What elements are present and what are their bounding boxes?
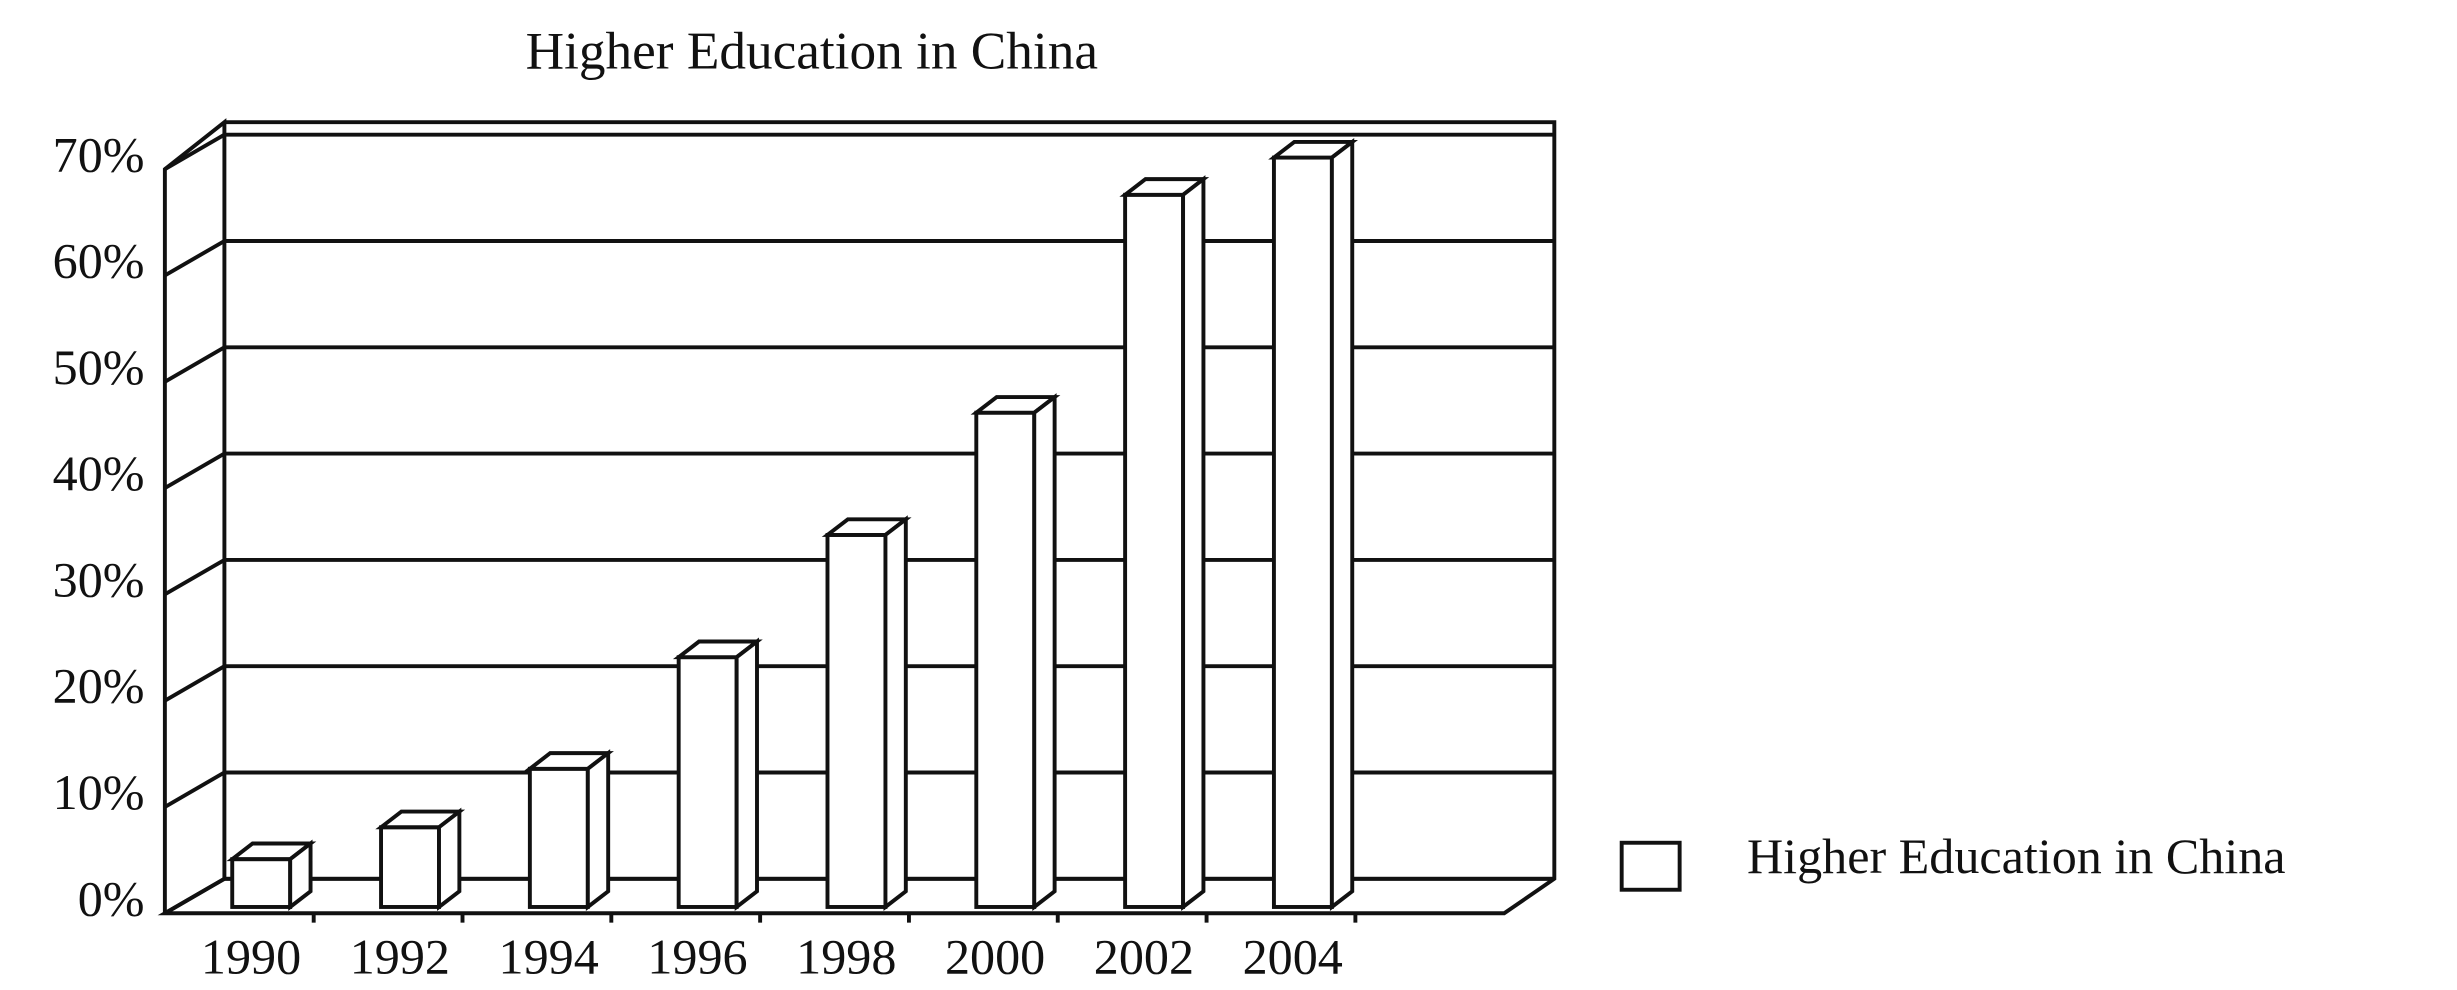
- bar-front: [676, 655, 739, 909]
- x-tick-label: 1992: [350, 928, 450, 984]
- bar-side: [734, 637, 759, 911]
- x-tick-label: 2000: [945, 928, 1045, 984]
- y-tick-label: 50%: [53, 339, 145, 395]
- bar-front: [379, 825, 441, 909]
- x-tick-label: 2002: [1094, 928, 1194, 984]
- bar-side: [1329, 137, 1355, 911]
- y-tick-label: 20%: [53, 658, 145, 714]
- legend-swatch: [1619, 840, 1682, 892]
- grid-line: [163, 664, 226, 703]
- y-tick-label: 30%: [53, 551, 145, 607]
- y-tick-label: 0%: [78, 870, 145, 926]
- x-tick-label: 2004: [1243, 928, 1343, 984]
- bar-front: [1123, 192, 1186, 909]
- grid-line: [163, 239, 226, 278]
- chart-title: Higher Education in China: [526, 22, 1098, 81]
- axis-wall: [162, 118, 227, 914]
- bar-front: [527, 766, 590, 909]
- bar-front: [1271, 155, 1334, 909]
- x-tick-label: 1990: [201, 928, 301, 984]
- grid-line: [163, 345, 226, 384]
- legend-label: Higher Education in China: [1747, 828, 2286, 884]
- y-tick-label: 10%: [53, 764, 145, 820]
- y-tick-label: 60%: [53, 233, 145, 289]
- bar-side: [585, 749, 611, 911]
- bar-front: [230, 857, 293, 909]
- bar-side: [1032, 393, 1057, 911]
- y-tick-label: 70%: [53, 126, 145, 182]
- grid-line: [163, 451, 226, 490]
- bar-side: [288, 839, 313, 911]
- grid-line: [163, 133, 226, 171]
- grid-line: [163, 770, 226, 809]
- grid-line: [163, 877, 226, 915]
- bar-front: [825, 532, 888, 909]
- bar-side: [437, 807, 462, 911]
- bar-side: [1181, 175, 1206, 911]
- bar-front: [974, 410, 1037, 909]
- x-tick-label: 1996: [647, 928, 747, 984]
- x-tick-label: 1998: [796, 928, 896, 984]
- x-tick-label: 1994: [499, 928, 599, 984]
- grid-line: [163, 558, 226, 597]
- y-tick-label: 40%: [53, 445, 145, 501]
- bar-side: [883, 515, 908, 911]
